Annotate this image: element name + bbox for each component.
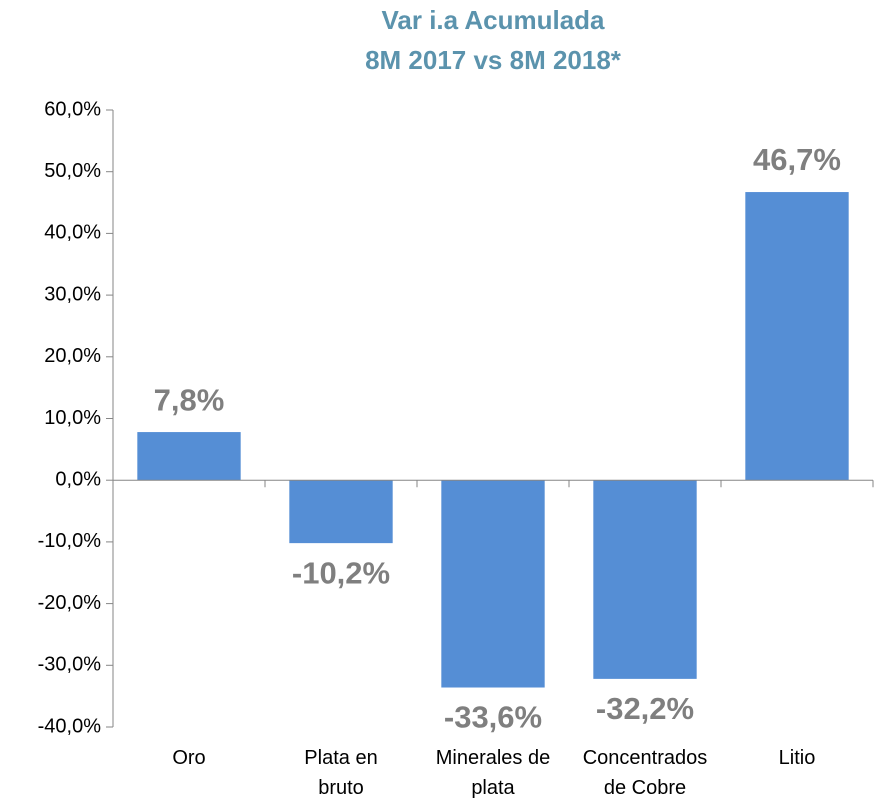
bar	[137, 432, 241, 481]
bar	[593, 480, 697, 679]
data-label: -10,2%	[292, 555, 390, 590]
x-tick-label: Litio	[778, 747, 816, 769]
y-tick-label: 60,0%	[44, 98, 101, 120]
data-label: 46,7%	[753, 142, 841, 177]
y-tick-label: 10,0%	[44, 407, 101, 429]
y-tick-label: -30,0%	[38, 654, 102, 676]
bar	[745, 192, 849, 481]
y-tick-label: 20,0%	[44, 345, 101, 367]
data-label: -32,2%	[596, 691, 694, 726]
y-tick-label: -20,0%	[38, 592, 102, 614]
x-tick-label: Concentrados de Cobre	[582, 747, 708, 799]
y-tick-label: 50,0%	[44, 160, 101, 182]
data-label: -33,6%	[444, 700, 542, 735]
chart-subtitle: 8M 2017 vs 8M 2018*	[365, 45, 622, 75]
data-label: 7,8%	[154, 382, 225, 417]
chart-title: Var i.a Acumulada	[381, 5, 605, 35]
y-tick-label: 30,0%	[44, 283, 101, 305]
y-tick-label: 40,0%	[44, 222, 101, 244]
bar	[289, 480, 393, 544]
x-tick-label: Plata en bruto	[304, 747, 378, 799]
y-tick-label: 0,0%	[55, 468, 101, 490]
x-tick-label: Minerales de plata	[435, 747, 551, 799]
y-tick-label: -10,0%	[38, 530, 102, 552]
y-tick-label: -40,0%	[38, 715, 102, 737]
bar	[441, 480, 545, 688]
x-tick-label: Oro	[172, 747, 206, 769]
